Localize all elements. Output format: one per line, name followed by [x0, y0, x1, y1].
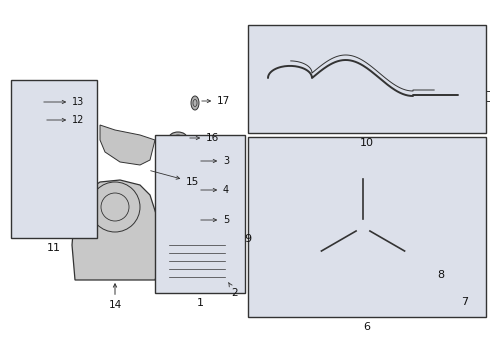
Bar: [260, 193, 284, 215]
Ellipse shape: [162, 180, 198, 200]
Circle shape: [332, 196, 340, 204]
Circle shape: [46, 219, 60, 233]
Bar: [16, 180, 28, 198]
Text: 7: 7: [462, 297, 468, 307]
Bar: [482, 91, 490, 101]
Text: 11: 11: [47, 243, 61, 253]
Ellipse shape: [169, 132, 187, 144]
Bar: [155, 210, 165, 232]
Circle shape: [355, 219, 371, 235]
Ellipse shape: [191, 96, 199, 110]
Circle shape: [332, 250, 340, 258]
Text: 17: 17: [202, 96, 230, 106]
Text: 13: 13: [44, 97, 84, 107]
Text: 8: 8: [438, 270, 444, 280]
Text: 14: 14: [108, 284, 122, 310]
Bar: [256, 189, 288, 219]
Bar: [248, 137, 486, 317]
Text: 5: 5: [201, 215, 229, 225]
Ellipse shape: [175, 158, 185, 164]
Text: 16: 16: [190, 133, 219, 143]
Ellipse shape: [162, 151, 198, 171]
Bar: [34, 216, 72, 231]
Ellipse shape: [175, 217, 185, 223]
Polygon shape: [100, 125, 155, 165]
Ellipse shape: [162, 210, 198, 230]
Circle shape: [43, 178, 63, 198]
Bar: [72, 202, 90, 232]
Text: 10: 10: [360, 138, 374, 148]
Polygon shape: [72, 180, 160, 280]
Circle shape: [345, 209, 381, 245]
Circle shape: [386, 196, 394, 204]
Text: 3: 3: [201, 156, 229, 166]
Text: 6: 6: [364, 322, 370, 332]
Bar: [448, 231, 482, 269]
Text: 15: 15: [151, 171, 199, 187]
Text: 4: 4: [201, 185, 229, 195]
Circle shape: [262, 101, 278, 117]
Bar: [155, 135, 245, 293]
Circle shape: [428, 231, 444, 247]
Text: 12: 12: [47, 115, 84, 125]
Bar: [456, 89, 484, 103]
Ellipse shape: [28, 115, 44, 125]
Text: 9: 9: [245, 234, 251, 244]
FancyBboxPatch shape: [160, 227, 234, 288]
Text: 2: 2: [229, 283, 238, 298]
Text: 1: 1: [196, 298, 203, 308]
Bar: [248, 25, 486, 133]
Circle shape: [394, 40, 412, 58]
Circle shape: [445, 234, 455, 244]
Bar: [452, 235, 478, 265]
Bar: [173, 223, 221, 233]
Circle shape: [315, 179, 411, 275]
Circle shape: [386, 250, 394, 258]
Ellipse shape: [175, 187, 185, 193]
Circle shape: [287, 151, 439, 303]
Bar: [11, 80, 97, 238]
